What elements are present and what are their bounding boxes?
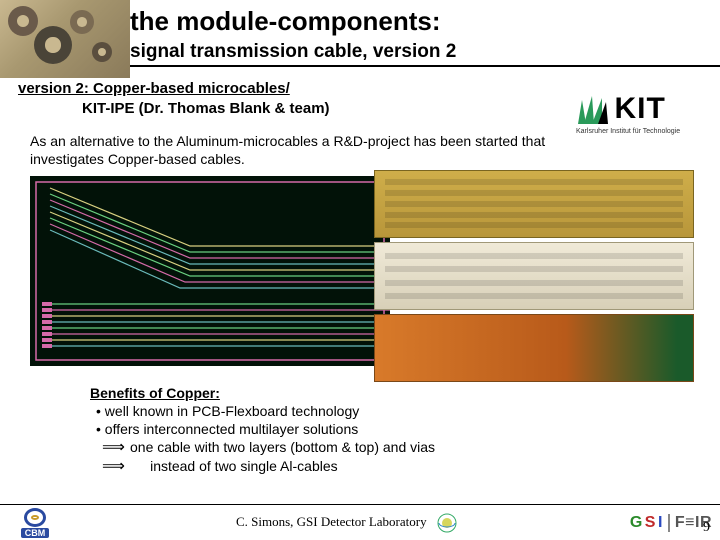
pcb-layout-figure [30,176,390,366]
kit-text: KIT [614,92,665,125]
footer-credit-text: C. Simons, GSI Detector Laboratory [236,513,427,528]
photo-flex-cable [374,314,694,382]
intro-text: As an alternative to the Aluminum-microc… [30,132,570,168]
benefit-arrow-line1: one cable with two layers (bottom & top)… [90,438,702,456]
benefit-arrow-line2: ⟹instead of two single Al-cables [90,457,702,475]
photo-gold-cable [374,170,694,238]
benefits-block: Benefits of Copper: well known in PCB-Fl… [90,384,702,475]
page-number: 9 [703,520,710,536]
cable-photos [374,170,694,382]
cbm-logo: CBM [6,508,64,538]
benefit-item: offers interconnected multilayer solutio… [96,420,702,438]
kit-fan-icon [576,92,610,126]
photo-white-cable [374,242,694,310]
benefit-item: well known in PCB-Flexboard technology [96,402,702,420]
slide-footer: CBM C. Simons, GSI Detector Laboratory G… [0,504,720,540]
header-gears-image [0,0,130,78]
slide-subtitle: signal transmission cable, version 2 [130,41,720,63]
cbm-text: CBM [21,528,50,538]
benefits-list: well known in PCB-Flexboard technology o… [96,402,702,438]
slide-header: the module-components: signal transmissi… [0,0,720,67]
footer-globe-icon [436,512,458,534]
cbm-ring-icon [24,508,46,527]
kit-logo: KIT Karlsruher Institut für Technologie [576,92,696,136]
benefits-title: Benefits of Copper: [90,384,702,402]
image-area [18,176,702,376]
section-line2: KIT-IPE (Dr. Thomas Blank & team) [18,99,330,119]
kit-subtext: Karlsruher Institut für Technologie [576,128,696,135]
gsi-fair-logo: GSI F≡IR [630,514,712,532]
slide-title: the module-components: [130,6,720,37]
footer-credit: C. Simons, GSI Detector Laboratory [64,512,630,534]
benefit-arrow-text2: instead of two single Al-cables [150,458,338,474]
section-line1: version 2: Copper-based microcables/ [18,80,290,97]
